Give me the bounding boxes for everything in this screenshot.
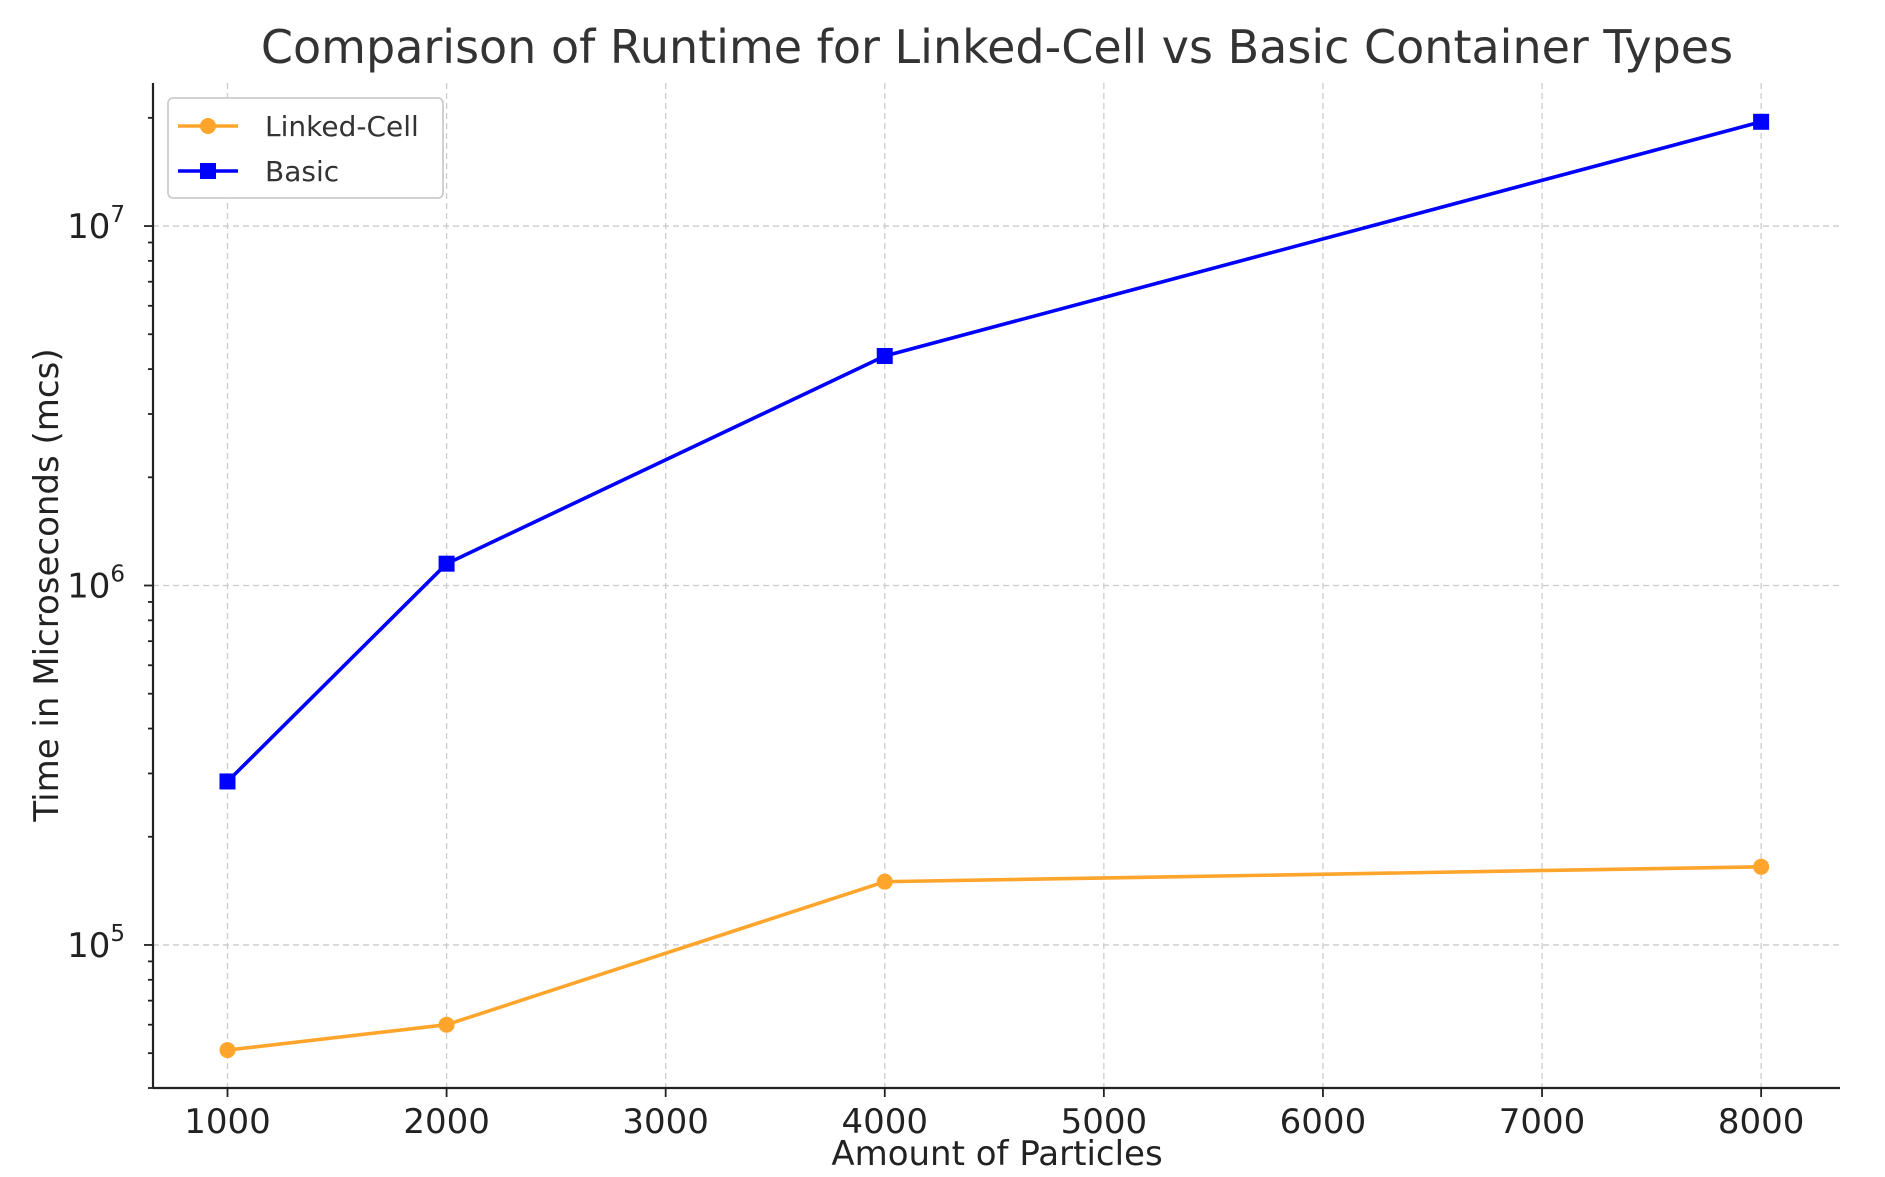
legend-marker xyxy=(200,163,216,179)
series-line-0 xyxy=(227,865,1762,1052)
y-tick-label: 107 xyxy=(67,202,125,247)
grid-layer xyxy=(153,83,1840,1088)
x-tick-label: 1000 xyxy=(184,1102,271,1142)
y-axis-label: Time in Microseconds (mcs) xyxy=(27,348,67,822)
data-point xyxy=(876,347,893,364)
legend-frame xyxy=(167,97,444,199)
legend-marker xyxy=(200,118,216,134)
data-point xyxy=(219,773,236,790)
legend-label: Linked-Cell xyxy=(265,110,419,143)
data-point xyxy=(438,1016,455,1033)
x-tick-label: 7000 xyxy=(1499,1102,1586,1142)
chart-title: Comparison of Runtime for Linked-Cell vs… xyxy=(261,20,1733,74)
x-axis-label: Amount of Particles xyxy=(831,1134,1162,1174)
legend: Linked-Cell Basic xyxy=(167,97,444,199)
data-point xyxy=(438,555,455,572)
x-tick-label: 4000 xyxy=(841,1102,928,1142)
series-line-1 xyxy=(226,120,1762,783)
y-tick-label: 106 xyxy=(67,562,125,607)
legend-label: Basic xyxy=(265,155,339,188)
x-tick-label: 8000 xyxy=(1718,1102,1805,1142)
x-tick-label: 5000 xyxy=(1061,1102,1148,1142)
data-point xyxy=(1753,113,1770,130)
series-layer xyxy=(219,113,1770,1059)
data-point xyxy=(219,1042,236,1059)
x-tick-label: 3000 xyxy=(622,1102,709,1142)
x-tick-label: 6000 xyxy=(1280,1102,1367,1142)
x-tick-label: 2000 xyxy=(403,1102,490,1142)
data-point xyxy=(876,873,893,890)
axes-layer: 1000 2000 3000 4000 5000 6000 7000 8000 105 106 10… xyxy=(67,83,1840,1142)
data-point xyxy=(1753,858,1770,875)
y-tick-label: 105 xyxy=(67,921,125,966)
